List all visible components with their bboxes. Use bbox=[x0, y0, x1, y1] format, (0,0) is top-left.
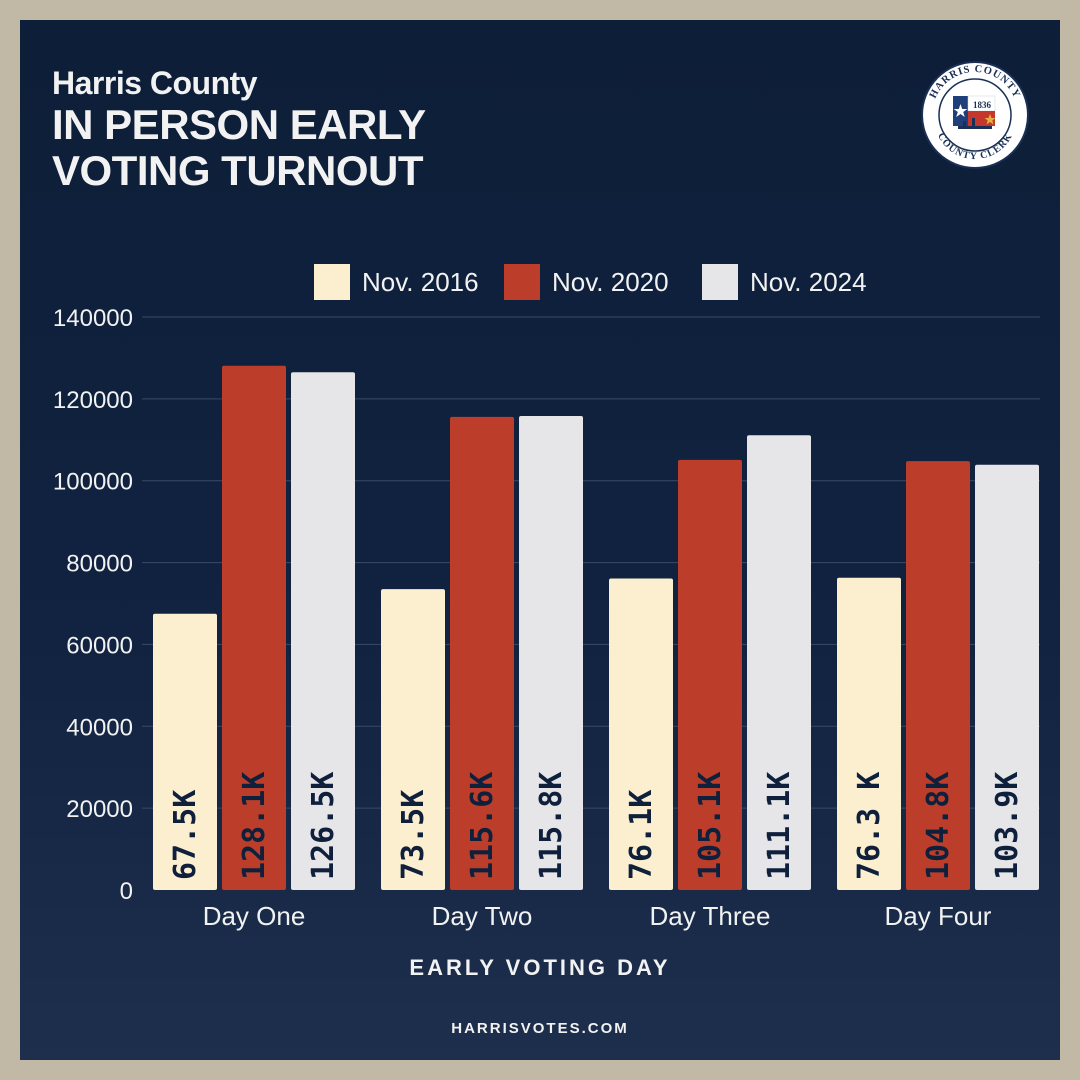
bar bbox=[837, 577, 901, 890]
y-tick-label: 80000 bbox=[66, 551, 133, 578]
chart-panel: Harris County IN PERSON EARLY VOTING TUR… bbox=[20, 20, 1060, 1060]
data-label: 76.3 K bbox=[852, 772, 887, 880]
legend-swatch bbox=[314, 264, 350, 300]
legend-swatch bbox=[702, 264, 738, 300]
y-tick-label: 60000 bbox=[66, 632, 133, 659]
bar bbox=[291, 372, 355, 891]
x-tick-label: Day Two bbox=[432, 901, 533, 931]
chart-legend: Nov. 2016 Nov. 2020 Nov. 2024 bbox=[20, 262, 1060, 302]
x-tick-label: Day Three bbox=[650, 901, 771, 931]
bar bbox=[222, 365, 286, 891]
bar bbox=[975, 464, 1039, 890]
title-block: Harris County IN PERSON EARLY VOTING TUR… bbox=[52, 64, 426, 194]
data-label: 73.5K bbox=[396, 790, 431, 880]
legend-label: Nov. 2016 bbox=[362, 266, 479, 297]
county-clerk-seal: HARRIS COUNTY COUNTY CLERK 1836 bbox=[921, 61, 1029, 169]
bar bbox=[906, 461, 970, 890]
data-label: 67.5K bbox=[168, 790, 203, 880]
data-label: 76.1K bbox=[624, 790, 659, 880]
bar bbox=[747, 435, 811, 890]
y-tick-label: 120000 bbox=[53, 387, 133, 414]
y-tick-label: 20000 bbox=[66, 796, 133, 823]
legend-label: Nov. 2020 bbox=[552, 266, 669, 297]
data-label: 105.1K bbox=[693, 772, 728, 880]
bar bbox=[609, 578, 673, 890]
data-label: 104.8K bbox=[921, 772, 956, 880]
y-tick-label: 0 bbox=[120, 878, 133, 905]
data-label: 128.1K bbox=[237, 772, 272, 880]
data-label: 111.1K bbox=[762, 772, 797, 880]
bar bbox=[678, 459, 742, 890]
x-tick-label: Day One bbox=[203, 901, 306, 931]
x-tick-label: Day Four bbox=[885, 901, 992, 931]
y-tick-label: 140000 bbox=[53, 305, 133, 332]
data-label: 115.8K bbox=[534, 772, 569, 880]
seal-year: 1836 bbox=[973, 100, 992, 110]
county-name: Harris County bbox=[52, 65, 258, 101]
y-tick-label: 100000 bbox=[53, 469, 133, 496]
data-label: 115.6K bbox=[465, 772, 500, 880]
data-label: 126.5K bbox=[306, 772, 341, 880]
legend-item-nov-2016: Nov. 2016 bbox=[314, 262, 479, 302]
page-title: IN PERSON EARLY VOTING TURNOUT bbox=[52, 101, 426, 194]
bar-chart: 0 20000 40000 60000 80000 100000 120000 140000 6… bbox=[53, 305, 1040, 931]
bar bbox=[450, 416, 514, 890]
bar bbox=[519, 416, 583, 890]
legend-swatch bbox=[504, 264, 540, 300]
legend-label: Nov. 2024 bbox=[750, 266, 867, 297]
footer-url: HARRISVOTES.COM bbox=[451, 1020, 629, 1037]
bar bbox=[153, 613, 217, 890]
data-label: 103.9K bbox=[990, 772, 1025, 880]
y-tick-label: 40000 bbox=[66, 714, 133, 741]
legend-item-nov-2020: Nov. 2020 bbox=[504, 262, 669, 302]
x-axis-title: EARLY VOTING DAY bbox=[409, 955, 671, 980]
bar bbox=[381, 589, 445, 890]
legend-item-nov-2024: Nov. 2024 bbox=[702, 262, 867, 302]
